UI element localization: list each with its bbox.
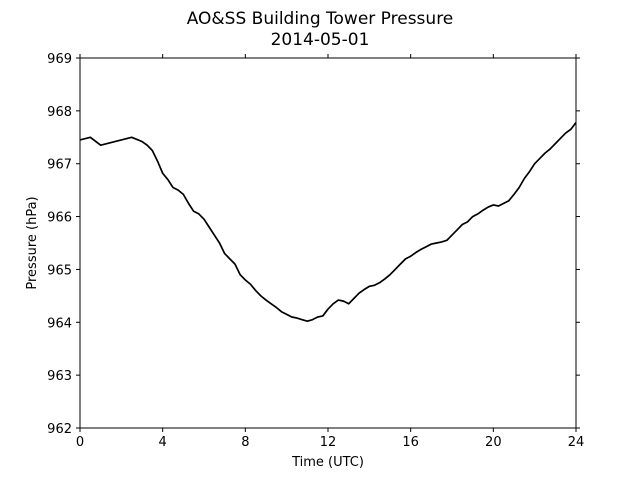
y-tick-label: 962	[47, 422, 72, 437]
x-tick-label: 20	[485, 435, 502, 450]
pressure-series-line	[79, 121, 577, 323]
x-tick-label: 16	[402, 435, 419, 450]
x-tick-label: 8	[241, 435, 249, 450]
x-tick-label: 0	[76, 435, 84, 450]
y-tick-label: 968	[47, 105, 72, 120]
x-tick-label: 24	[568, 435, 585, 450]
y-tick-label: 969	[47, 52, 72, 67]
y-tick-label: 967	[47, 158, 72, 173]
y-axis-label: Pressure (hPa)	[25, 196, 40, 289]
x-axis-label: Time (UTC)	[291, 455, 364, 470]
chart-subtitle: 2014-05-01	[271, 30, 370, 50]
y-tick-label: 965	[47, 263, 72, 278]
y-tick-label: 963	[47, 369, 72, 384]
x-tick-label: 4	[159, 435, 167, 450]
chart-title: AO&SS Building Tower Pressure	[187, 9, 454, 29]
x-tick-label: 12	[320, 435, 337, 450]
plot-area-frame	[79, 57, 577, 429]
axis-ticks: 0 4 8 12 16 20 24 962 963 964 965 966 967 968 969	[47, 52, 584, 450]
y-tick-label: 964	[47, 316, 72, 331]
y-tick-label: 966	[47, 211, 72, 226]
